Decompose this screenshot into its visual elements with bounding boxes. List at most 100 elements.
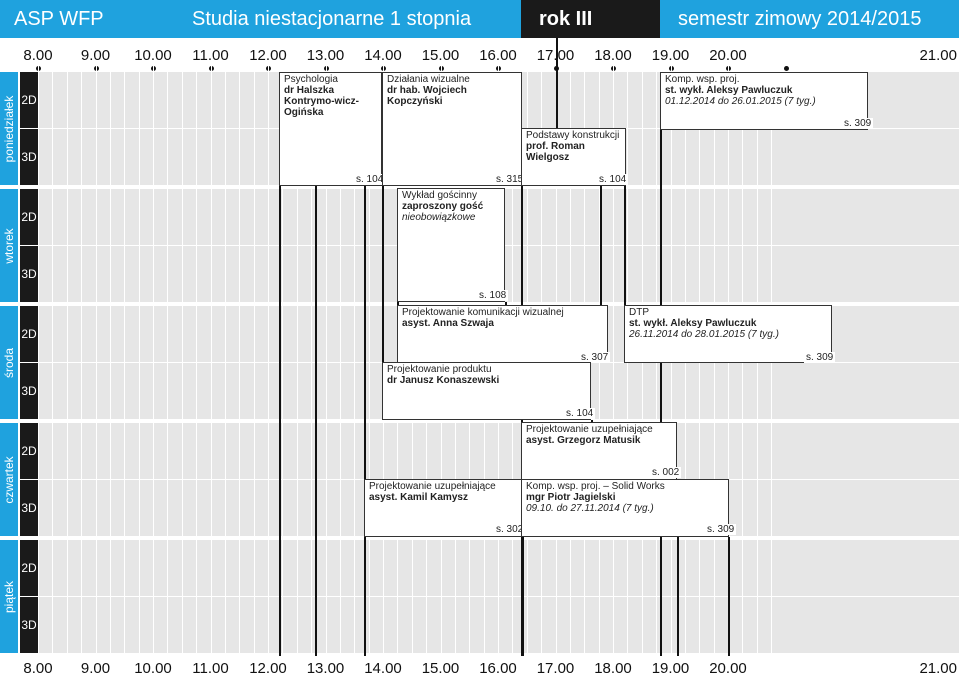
year-label: rok III [521, 0, 660, 38]
day-label: piątek [0, 540, 18, 653]
group-label: 2D [20, 189, 38, 245]
event-dtp[interactable]: DTP st. wykł. Aleksy Pawluczuk 26.11.201… [624, 305, 832, 363]
day-name: poniedziałek [2, 95, 16, 162]
time-label: 12.00 [249, 660, 287, 677]
schedule-line [600, 186, 602, 305]
room-label: s. 104 [564, 408, 596, 419]
group-label: 3D [20, 129, 38, 185]
schedule-line [315, 186, 317, 656]
time-label: 16.00 [479, 660, 517, 677]
schedule-line [364, 186, 366, 479]
schedule-line [624, 186, 626, 305]
event-dates: 01.12.2014 do 26.01.2015 (7 tyg.) [665, 96, 816, 107]
room-label: s. 104 [354, 174, 386, 185]
event-lecturer: prof. Roman Wielgosz [526, 141, 585, 163]
schedule-line [660, 130, 662, 656]
grid-line [182, 66, 183, 656]
event-komp-wsp-proj[interactable]: Komp. wsp. proj. st. wykł. Aleksy Pawluc… [660, 72, 868, 130]
event-title: Projektowanie komunikacji wizualnej [402, 307, 564, 318]
grid-line [81, 66, 82, 656]
grid-line [139, 66, 140, 656]
event-lecturer: st. wykł. Aleksy Pawluczuk [665, 85, 793, 96]
schedule-line [556, 38, 558, 128]
event-lecturer: asyst. Anna Szwaja [402, 318, 494, 329]
time-label: 19.00 [651, 47, 690, 64]
grid-line [326, 66, 327, 656]
time-label: 13.00 [306, 47, 345, 64]
time-label: 9.00 [80, 660, 111, 677]
room-label: s. 302 [494, 524, 526, 535]
group-label: 2D [20, 540, 38, 596]
time-label: 13.00 [306, 660, 345, 677]
grid-line [167, 66, 168, 656]
event-title: Podstawy konstrukcji [526, 130, 620, 141]
schedule-line [591, 420, 593, 422]
school-name: ASP WFP [0, 0, 174, 38]
schedule-line [522, 537, 524, 656]
event-title: Psychologia [284, 74, 338, 85]
day-label: wtorek [0, 189, 18, 302]
grid-line [110, 66, 111, 656]
room-label: s. 104 [597, 174, 629, 185]
event-psychologia[interactable]: Psychologia dr Halszka Kontrymo-wicz-Ogi… [279, 72, 382, 186]
event-dates: 09.10. do 27.11.2014 (7 tyg.) [526, 503, 654, 514]
day-name: czwartek [2, 455, 16, 504]
event-title: DTP [629, 307, 649, 318]
room-label: s. 307 [579, 352, 611, 363]
grid-line [239, 66, 240, 656]
grid-line [268, 66, 269, 656]
time-label: 10.00 [134, 660, 172, 677]
grid-line [282, 66, 283, 656]
event-lecturer: asyst. Kamil Kamysz [369, 492, 468, 503]
day-label: środa [0, 306, 18, 419]
event-lecturer: mgr Piotr Jagielski [526, 492, 616, 503]
day-label: czwartek [0, 423, 18, 536]
event-projektowanie-komunikacji[interactable]: Projektowanie komunikacji wizualnej asys… [397, 305, 608, 363]
event-title: Komp. wsp. proj. – Solid Works [526, 481, 665, 492]
time-label: 10.00 [134, 47, 172, 64]
schedule-line [505, 302, 507, 305]
grid-line [67, 66, 68, 656]
grid-line [153, 66, 154, 656]
schedule-line [279, 186, 281, 656]
event-lecturer: st. wykł. Aleksy Pawluczuk [629, 318, 757, 329]
event-wyklad-goscinny[interactable]: Wykład gościnny zaproszony gość nieobowi… [397, 188, 505, 302]
group-label: 3D [20, 597, 38, 653]
time-label: 12.00 [249, 47, 287, 64]
time-label: 14.00 [364, 660, 402, 677]
day-name: środa [2, 347, 16, 378]
time-label: 20.00 [709, 47, 747, 64]
time-label: 20.00 [709, 660, 747, 677]
event-dzialania-wizualne[interactable]: Działania wizualne dr hab. Wojciech Kopc… [382, 72, 522, 186]
event-projektowanie-produktu[interactable]: Projektowanie produktu dr Janusz Konasze… [382, 362, 591, 420]
event-note: nieobowiązkowe [402, 212, 476, 223]
event-lecturer: zaproszony gość [402, 201, 484, 212]
event-lecturer: dr hab. Wojciech Kopczyński [387, 85, 467, 107]
grid-line [369, 66, 370, 656]
grid-line [124, 66, 125, 656]
grid-line [96, 66, 97, 656]
event-lecturer: dr Janusz Konaszewski [387, 375, 500, 386]
event-title: Działania wizualne [387, 74, 470, 85]
time-label: 18.00 [594, 660, 632, 677]
event-komp-solid-works[interactable]: Komp. wsp. proj. – Solid Works mgr Piotr… [521, 479, 729, 537]
group-label: 3D [20, 246, 38, 302]
time-label: 18.00 [594, 47, 632, 64]
schedule-line [677, 480, 679, 656]
semester-label: semestr zimowy 2014/2015 [660, 0, 959, 38]
day-name: piątek [2, 580, 16, 613]
grid-line [297, 66, 298, 656]
schedule-line [364, 537, 366, 656]
schedule-line [382, 186, 384, 362]
time-label: 17.00 [536, 660, 575, 677]
time-label: 15.00 [421, 660, 460, 677]
schedule-line [728, 537, 730, 656]
group-label: 3D [20, 480, 38, 536]
room-label: s. 315 [494, 174, 526, 185]
room-label: s. 309 [804, 352, 836, 363]
room-label: s. 309 [705, 524, 737, 535]
group-label: 2D [20, 306, 38, 362]
group-label: 2D [20, 423, 38, 479]
room-label: s. 002 [650, 467, 682, 478]
event-title: Projektowanie produktu [387, 364, 492, 375]
